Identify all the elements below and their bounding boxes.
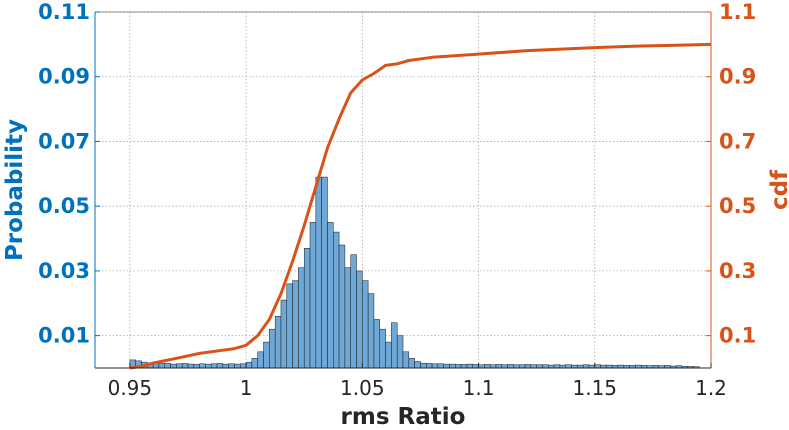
- histogram-bars: [129, 176, 700, 369]
- histogram-bar: [396, 335, 404, 369]
- histogram-bar: [181, 363, 189, 369]
- histogram-bar: [356, 270, 363, 369]
- x-tick-label: 1: [240, 376, 253, 400]
- histogram-bar: [234, 363, 241, 369]
- histogram-bar: [298, 267, 305, 369]
- x-tick-label: 1.05: [340, 376, 385, 400]
- histogram-bar: [495, 364, 503, 369]
- histogram-bar: [344, 267, 351, 369]
- histogram-bar: [257, 351, 264, 369]
- histogram-bar: [443, 363, 450, 369]
- histogram-bar: [222, 363, 229, 369]
- histogram-bar: [199, 363, 206, 369]
- histogram-bar: [286, 283, 293, 369]
- histogram-bar: [216, 363, 224, 369]
- y-right-tick-label: 0.3: [719, 259, 756, 283]
- y-left-tick-label: 0.09: [38, 65, 90, 89]
- x-tick-label: 1.15: [573, 376, 618, 400]
- y-right-tick-label: 0.7: [719, 129, 756, 153]
- histogram-bar: [205, 363, 212, 369]
- histogram-bar: [164, 363, 171, 369]
- histogram-bar: [385, 341, 392, 369]
- cdf-line: [129, 42, 712, 370]
- y-left-axis-label: Probability: [2, 119, 28, 261]
- histogram-bar: [431, 363, 439, 369]
- grid-layer: [95, 11, 712, 368]
- histogram-bar: [466, 363, 473, 369]
- histogram-bar: [507, 364, 514, 369]
- histogram-bar: [269, 328, 276, 369]
- histogram-bar: [158, 362, 165, 369]
- histogram-bar: [245, 361, 253, 369]
- histogram-bar: [251, 358, 258, 369]
- y-right-tick-label: 1.1: [719, 0, 756, 24]
- histogram-bar: [303, 248, 311, 369]
- histogram-bar: [280, 299, 288, 369]
- x-tick-label: 1.2: [695, 376, 727, 400]
- x-tick-label: 1.1: [463, 376, 495, 400]
- histogram-bar: [455, 364, 462, 369]
- histogram-bar: [338, 244, 346, 369]
- x-axis-label: rms Ratio: [341, 404, 466, 430]
- cdf-line-layer: [129, 42, 712, 370]
- y-right-tick-label: 0.1: [719, 324, 756, 348]
- histogram-bar: [210, 363, 218, 369]
- histogram-bar: [176, 363, 183, 369]
- histogram-bar: [414, 361, 421, 369]
- y-left-tick-label: 0.03: [38, 259, 90, 283]
- histogram-bar: [379, 328, 386, 369]
- histogram-bar: [524, 364, 532, 369]
- histogram-bar: [315, 176, 322, 369]
- histogram-bar: [373, 319, 381, 369]
- histogram-bar: [327, 222, 334, 369]
- histogram-bar: [240, 363, 247, 369]
- histogram-bar: [367, 293, 375, 369]
- histogram-bar: [391, 322, 398, 369]
- histogram-bar: [292, 280, 299, 369]
- tick-labels: 0.95 1 1.05 1.1 1.15 1.2 0.01 0.03 0.05 0.07 0.09 0…: [38, 0, 756, 400]
- histogram-bar: [187, 363, 195, 369]
- axes-frame: [94, 11, 712, 369]
- y-right-tick-label: 0.5: [719, 194, 756, 218]
- histogram-bar: [321, 176, 328, 369]
- histogram-bar: [472, 364, 479, 369]
- histogram-bar: [274, 315, 282, 369]
- y-right-axis-label: cdf: [767, 169, 789, 210]
- histogram-bar: [228, 363, 235, 369]
- x-tick-label: 0.95: [108, 376, 153, 400]
- histogram-bar: [420, 362, 427, 369]
- histogram-bar: [425, 363, 433, 369]
- y-right-tick-label: 0.9: [719, 65, 756, 89]
- histogram-bar: [408, 358, 415, 369]
- y-left-tick-label: 0.11: [38, 0, 90, 24]
- y-left-tick-label: 0.07: [38, 129, 90, 153]
- histogram-bar: [170, 363, 177, 369]
- histogram-bar: [333, 231, 340, 369]
- y-left-tick-label: 0.01: [38, 324, 90, 348]
- y-left-tick-label: 0.05: [38, 194, 90, 218]
- histogram-bar: [460, 364, 468, 369]
- histogram-bar: [402, 351, 410, 369]
- histogram-bar: [309, 222, 317, 369]
- histogram-bar: [263, 341, 270, 369]
- histogram-bar: [350, 254, 357, 369]
- histogram-bar: [484, 364, 491, 369]
- histogram-bar: [437, 363, 444, 369]
- histogram-bar: [449, 363, 456, 369]
- histogram-bar: [362, 280, 369, 369]
- histogram-bar: [193, 364, 200, 369]
